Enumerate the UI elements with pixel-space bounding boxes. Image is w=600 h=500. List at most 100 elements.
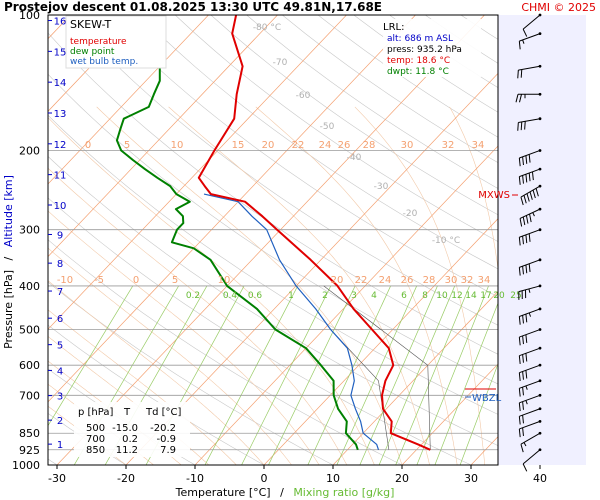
wind-barb-dot (538, 379, 542, 383)
wind-barb-half (532, 212, 535, 217)
wind-barb-feather (528, 233, 531, 242)
wind-barb-feather (522, 401, 524, 410)
moist-adiabat (48, 309, 237, 465)
isotherm-label: 15 (232, 140, 245, 151)
wind-barb-feather (525, 353, 528, 362)
wind-barb-dot (538, 64, 542, 68)
legend-wetbulb: wet bulb temp. (70, 57, 138, 67)
mixing-ratio-label: 0.6 (248, 291, 263, 301)
wind-barb-feather (529, 191, 533, 200)
isotherm-label: 26 (401, 275, 414, 286)
wind-barb-half (522, 39, 525, 44)
dry-adiabat (48, 73, 498, 385)
mixing-ratio-line (204, 285, 298, 465)
isotherm-label: 22 (292, 140, 305, 151)
altitude-tick: 9 (57, 230, 63, 241)
wind-barb-feather (518, 316, 521, 325)
lrl-bg (383, 19, 481, 77)
adiabat-label: -40 (347, 153, 362, 163)
wind-panel (498, 15, 586, 465)
table-cell: -20.2 (150, 423, 176, 434)
isotherm (125, 72, 498, 465)
wind-barb-feather (522, 175, 524, 184)
altitude-tick: 1 (57, 440, 63, 451)
mixing-ratio-label: 20 (493, 291, 505, 301)
plot-area (48, 15, 498, 465)
dewpoint-line (115, 15, 359, 451)
adiabat-label: -20 (403, 209, 418, 219)
lrl-title: LRL: (383, 22, 404, 33)
wind-barb-feather (518, 355, 521, 364)
isotherm-label: 24 (319, 140, 332, 151)
legend-dewpoint: dew point (70, 47, 115, 57)
wind-barb (519, 149, 541, 159)
wind-barb-feather (522, 156, 524, 166)
x-axis-label: Temperature [°C] / Mixing ratio [g/kg] (175, 486, 395, 499)
table-cell: 500 (86, 423, 105, 434)
temperature-line (197, 15, 431, 451)
isotherm-label: 5 (172, 275, 178, 286)
y-axis-label-pres: Pressure [hPa] (2, 270, 15, 349)
mixing-ratio-line (268, 285, 356, 465)
wind-barb-feather (522, 427, 524, 436)
isotherm-label: 0 (133, 275, 139, 286)
wind-barb-feather (520, 196, 524, 206)
levels-table-bg (74, 402, 190, 457)
isotherm-label: 22 (355, 275, 368, 286)
mixing-ratio-line (307, 285, 391, 465)
table-cell: -0.9 (156, 434, 176, 445)
isotherm-label: 5 (124, 140, 130, 151)
lrl-press: press: 935.2 hPa (387, 45, 462, 55)
adiabat-label: -70 (273, 58, 288, 68)
pressure-tick: 925 (19, 444, 40, 457)
wind-barb (519, 408, 541, 417)
altitude-tick: 10 (54, 201, 67, 212)
wind-barb (519, 229, 541, 238)
wind-barb-feather (526, 193, 530, 202)
mixing-ratio-line (336, 285, 418, 465)
temperature-tick: 40 (533, 472, 547, 485)
legend: SKEW-T temperature dew point wet bulb te… (65, 15, 167, 69)
wind-barb-feather (520, 444, 524, 453)
wind-barb-feather (531, 171, 534, 181)
altitude-tick: 4 (57, 366, 63, 377)
wind-barb (519, 329, 541, 338)
wind-barb (518, 285, 541, 293)
mixing-ratio-label: 6 (401, 291, 407, 301)
dry-adiabat (174, 15, 498, 242)
isotherm-label: 10 (171, 140, 184, 151)
wind-barb-feather (522, 315, 524, 324)
levels-table: p [hPa] T Td [°C] 500 -15.0 -20.2 700 0.… (74, 402, 190, 457)
isotherm-label: 26 (338, 140, 351, 151)
isotherm (263, 218, 498, 465)
pressure-tick: 600 (19, 359, 40, 372)
dry-adiabat (210, 15, 498, 216)
pressure-tick: 1000 (12, 459, 40, 472)
mxws-label: MXWS (478, 190, 510, 201)
isotherm-label: -10 (57, 275, 73, 286)
wind-barb (519, 420, 541, 430)
isotherm-label: 20 (331, 275, 344, 286)
isotherm-label: 30 (401, 140, 414, 151)
legend-skewt: SKEW-T (70, 18, 112, 31)
wind-barb-dot (538, 346, 542, 350)
altitude-tick: 7 (57, 287, 63, 298)
adiabat-label: -10 °C (432, 236, 460, 246)
isotherm (332, 290, 498, 465)
altitude-tick: 14 (54, 78, 67, 89)
wind-barb (519, 380, 541, 389)
isotherm-label: 30 (445, 275, 458, 286)
mixing-ratio-label: 1 (288, 291, 294, 301)
wind-barb (519, 208, 541, 219)
wind-barb-dot (538, 149, 542, 152)
legend-box (65, 15, 167, 69)
wind-barb-feather (522, 335, 524, 345)
dry-adiabat (48, 156, 498, 446)
temperature-tick: 30 (464, 472, 478, 485)
mixing-ratio-label: 12 (451, 291, 462, 301)
table-cell: 11.2 (116, 445, 138, 456)
temperature-tick: 10 (326, 472, 340, 485)
isotherm-label: 0 (85, 140, 91, 151)
mixing-ratio-label: 0.4 (223, 291, 238, 301)
